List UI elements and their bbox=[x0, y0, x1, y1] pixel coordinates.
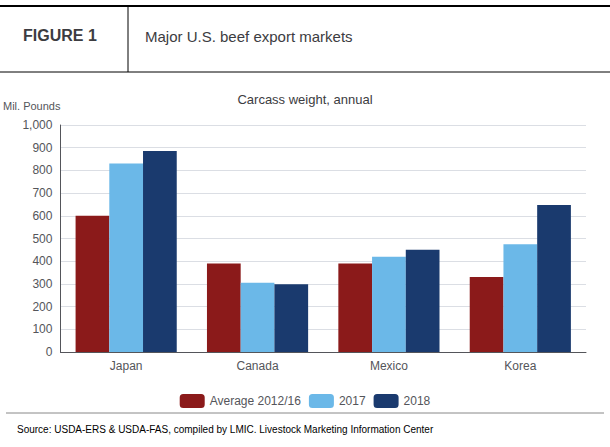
svg-text:FIGURE 1: FIGURE 1 bbox=[23, 27, 97, 44]
svg-text:500: 500 bbox=[32, 232, 52, 246]
svg-text:Average 2012/16: Average 2012/16 bbox=[210, 394, 302, 408]
svg-text:Mil. Pounds: Mil. Pounds bbox=[3, 100, 61, 112]
svg-text:100: 100 bbox=[32, 322, 52, 336]
svg-text:800: 800 bbox=[32, 163, 52, 177]
svg-text:2017: 2017 bbox=[339, 394, 366, 408]
svg-text:Major U.S. beef export markets: Major U.S. beef export markets bbox=[145, 28, 353, 45]
svg-text:1,000: 1,000 bbox=[22, 118, 52, 132]
svg-text:200: 200 bbox=[32, 300, 52, 314]
svg-text:Korea: Korea bbox=[504, 359, 536, 373]
svg-text:Mexico: Mexico bbox=[370, 359, 408, 373]
svg-text:600: 600 bbox=[32, 209, 52, 223]
svg-text:Source: USDA-ERS & USDA-FAS, c: Source: USDA-ERS & USDA-FAS, compiled by… bbox=[17, 424, 434, 435]
svg-text:700: 700 bbox=[32, 186, 52, 200]
svg-text:Carcass weight, annual: Carcass weight, annual bbox=[237, 92, 372, 107]
svg-text:Canada: Canada bbox=[237, 359, 279, 373]
svg-text:Japan: Japan bbox=[110, 359, 143, 373]
svg-text:300: 300 bbox=[32, 277, 52, 291]
svg-text:400: 400 bbox=[32, 254, 52, 268]
svg-text:2018: 2018 bbox=[404, 394, 431, 408]
svg-text:0: 0 bbox=[46, 345, 53, 359]
svg-text:900: 900 bbox=[32, 141, 52, 155]
